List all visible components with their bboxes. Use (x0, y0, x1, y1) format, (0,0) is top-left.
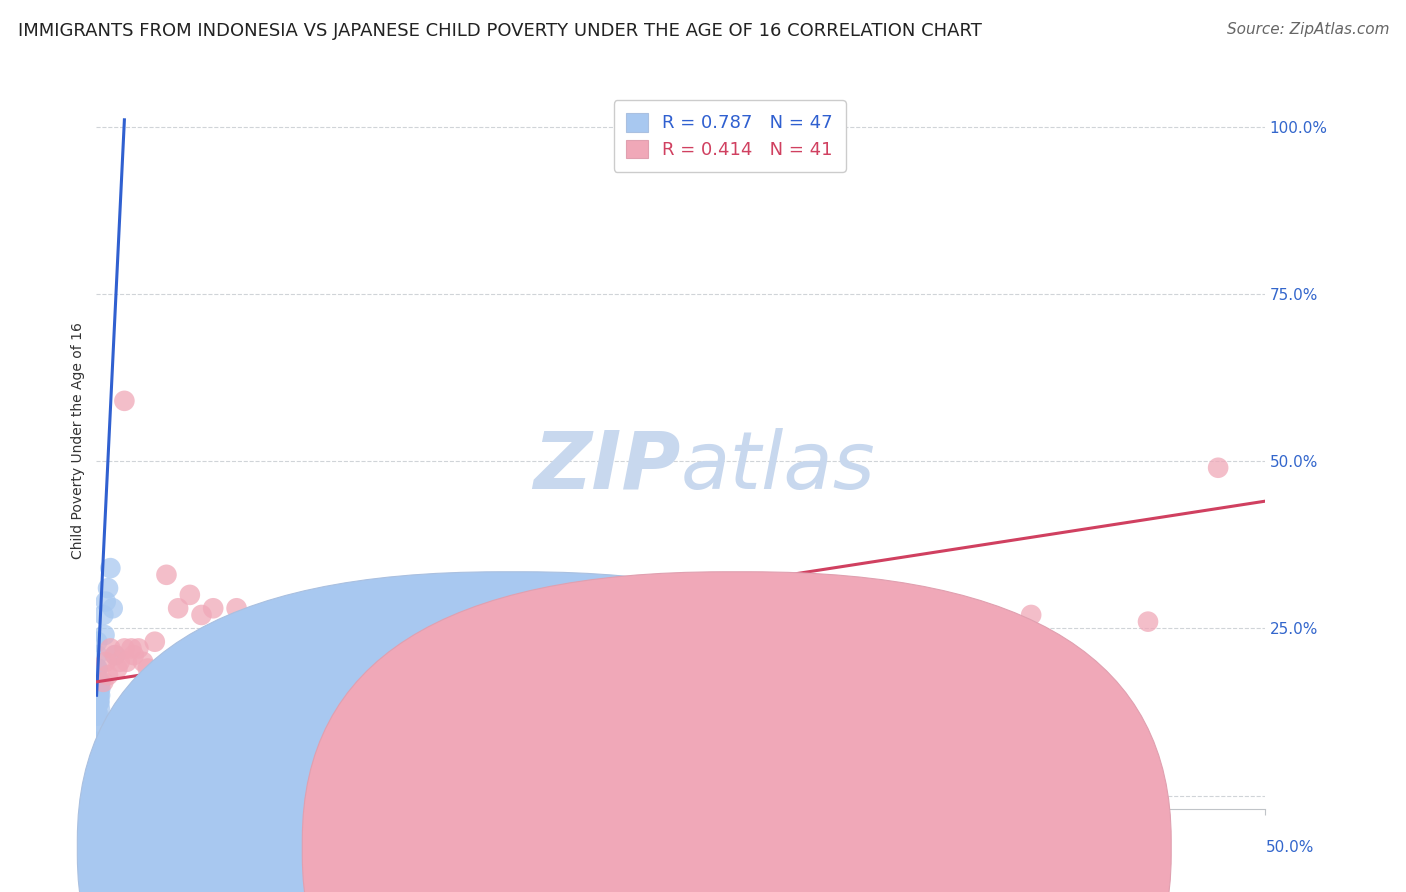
Point (104, 648, 127, 662)
Point (86, 708, 108, 723)
Point (86, 735, 108, 749)
Text: ZIP: ZIP (533, 428, 681, 506)
Point (94, 655, 117, 669)
Point (86, 661, 108, 675)
Point (112, 393, 135, 408)
Point (127, 641, 149, 656)
Point (1019, 607, 1042, 622)
Point (190, 607, 212, 622)
Text: Japanese: Japanese (735, 838, 811, 855)
Point (225, 601, 247, 615)
Point (136, 661, 159, 675)
Point (100, 561, 122, 575)
Point (1137, 615, 1160, 629)
Point (86, 762, 108, 776)
Point (436, 615, 458, 629)
Y-axis label: Child Poverty Under the Age of 16: Child Poverty Under the Age of 16 (72, 323, 86, 559)
Point (87, 674, 110, 689)
Point (120, 762, 142, 776)
Point (167, 601, 190, 615)
Point (86, 735, 108, 749)
Text: atlas: atlas (681, 428, 876, 506)
Point (225, 701, 247, 715)
Point (93, 628, 115, 642)
Point (86, 775, 108, 789)
Point (740, 615, 762, 629)
Text: 50.0%: 50.0% (1267, 840, 1315, 855)
Text: 0.0%: 0.0% (105, 840, 145, 855)
Point (86, 695, 108, 709)
Point (86, 674, 108, 689)
Text: IMMIGRANTS FROM INDONESIA VS JAPANESE CHILD POVERTY UNDER THE AGE OF 16 CORRELAT: IMMIGRANTS FROM INDONESIA VS JAPANESE CH… (18, 22, 983, 40)
Text: Immigrants from Indonesia: Immigrants from Indonesia (436, 838, 661, 855)
Point (87, 695, 110, 709)
Point (112, 641, 135, 656)
Point (86, 722, 108, 736)
Point (122, 648, 145, 662)
Point (93, 775, 115, 789)
Point (86, 701, 108, 715)
Point (115, 655, 138, 669)
Point (86, 695, 108, 709)
Point (155, 567, 177, 582)
Point (87, 708, 110, 723)
Point (93, 674, 115, 689)
Point (132, 655, 155, 669)
Point (1206, 460, 1229, 475)
Point (86, 634, 108, 648)
Text: Source: ZipAtlas.com: Source: ZipAtlas.com (1226, 22, 1389, 37)
Point (669, 607, 692, 622)
Point (87, 681, 110, 696)
Point (86, 748, 108, 763)
Point (86, 681, 108, 696)
Point (87, 695, 110, 709)
Point (93, 607, 115, 622)
Point (238, 615, 260, 629)
Point (89, 688, 111, 702)
Point (86, 688, 108, 702)
Point (108, 768, 131, 782)
Point (89, 681, 111, 696)
Point (120, 641, 142, 656)
Legend: R = 0.787   N = 47, R = 0.414   N = 41: R = 0.787 N = 47, R = 0.414 N = 41 (613, 101, 845, 171)
Point (108, 655, 131, 669)
Point (249, 607, 271, 622)
Point (553, 615, 575, 629)
Point (105, 775, 128, 789)
Point (87, 681, 110, 696)
Point (89, 688, 111, 702)
Point (97, 668, 120, 682)
Point (89, 701, 111, 715)
Point (105, 661, 128, 675)
Point (599, 628, 621, 642)
Point (87, 695, 110, 709)
Point (260, 621, 283, 635)
Point (143, 634, 166, 648)
Point (89, 681, 111, 696)
Point (155, 708, 177, 723)
Point (100, 641, 122, 656)
Point (86, 708, 108, 723)
Point (86, 648, 108, 662)
Point (202, 601, 225, 615)
Point (86, 722, 108, 736)
Point (87, 688, 110, 702)
Point (87, 688, 110, 702)
Point (90, 674, 112, 689)
Point (786, 621, 808, 635)
Point (319, 601, 342, 615)
Point (89, 695, 111, 709)
Point (86, 661, 108, 675)
Point (903, 621, 925, 635)
Point (89, 674, 111, 689)
Point (104, 648, 127, 662)
Point (94, 594, 117, 608)
Point (86, 674, 108, 689)
Point (87, 688, 110, 702)
Point (97, 581, 120, 595)
Point (101, 601, 124, 615)
Point (179, 588, 201, 602)
Point (506, 621, 529, 635)
